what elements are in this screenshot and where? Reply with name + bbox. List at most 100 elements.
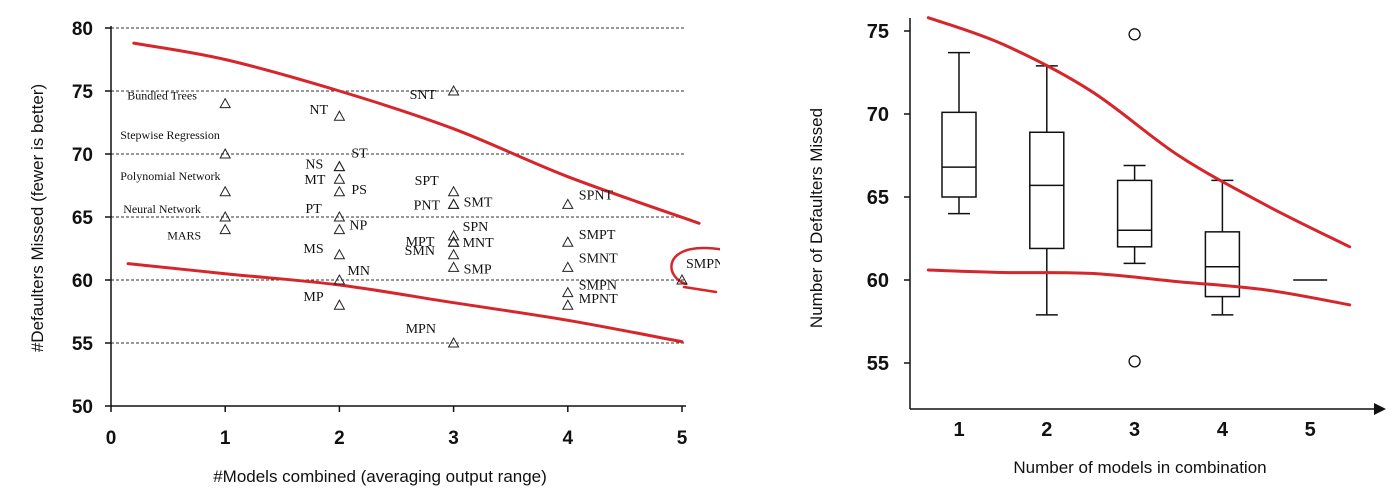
triangle-marker bbox=[333, 110, 346, 121]
y-tick-label: 80 bbox=[72, 19, 93, 40]
triangle-marker bbox=[447, 185, 460, 197]
point-label: MARS bbox=[167, 229, 201, 243]
point-label: MP bbox=[303, 290, 323, 305]
triangle-marker bbox=[219, 147, 232, 159]
outlier-point bbox=[1128, 355, 1141, 368]
triangle-marker bbox=[447, 248, 460, 260]
envelope-curves bbox=[126, 41, 720, 344]
triangle-marker bbox=[333, 173, 346, 184]
lower-envelope-curve bbox=[926, 268, 1352, 307]
right-box-chart: 55 60 65 70 75 1 2 3 4 5 Number of models in com… bbox=[807, 16, 1386, 477]
upper-envelope-curve bbox=[132, 41, 701, 225]
box-plot bbox=[1204, 179, 1241, 316]
x-tick-label: 5 bbox=[677, 428, 688, 449]
envelope-curves bbox=[926, 16, 1352, 307]
triangle-marker bbox=[447, 236, 460, 247]
triangle-marker bbox=[219, 210, 232, 222]
iqr-box bbox=[1204, 231, 1241, 298]
y-tick-label: 70 bbox=[867, 104, 889, 126]
y-tick-label: 55 bbox=[72, 334, 94, 355]
y-tick-label: 75 bbox=[72, 82, 94, 103]
triangle-marker bbox=[333, 299, 346, 310]
triangle-marker bbox=[447, 261, 460, 272]
point-label: ST bbox=[351, 147, 368, 162]
y-tick-label: 55 bbox=[867, 353, 889, 375]
point-label: SMN bbox=[405, 244, 435, 259]
y-axis-label: #Defaulters Missed (fewer is better) bbox=[28, 84, 47, 352]
triangle-marker bbox=[333, 185, 346, 197]
left-scatter-chart: 50 55 60 65 70 75 80 0 1 2 3 4 5 Bundled Trees Stepw… bbox=[28, 19, 720, 486]
x-tick-label: 4 bbox=[1217, 419, 1229, 441]
triangle-marker bbox=[333, 160, 346, 172]
point-labels: Bundled Trees Stepwise Regression Polynomi… bbox=[120, 88, 720, 337]
x-tick-label: 2 bbox=[334, 428, 345, 449]
box-plot bbox=[941, 51, 977, 215]
triangle-marker bbox=[333, 210, 346, 222]
iqr-box bbox=[941, 111, 977, 198]
point-label: MPT bbox=[406, 235, 435, 250]
triangle-marker bbox=[561, 198, 574, 209]
box-plot bbox=[1116, 28, 1153, 368]
triangle-marker bbox=[561, 286, 574, 298]
highlight-circle bbox=[670, 246, 720, 286]
box-plot bbox=[1029, 65, 1065, 316]
x-tick-label: 1 bbox=[220, 428, 231, 449]
iqr-box bbox=[1029, 131, 1065, 250]
point-label: Neural Network bbox=[123, 202, 201, 216]
iqr-box bbox=[1116, 179, 1153, 248]
x-tick-label: 2 bbox=[1041, 419, 1052, 441]
point-label: SMNT bbox=[579, 251, 618, 266]
x-tick-label: 0 bbox=[106, 428, 117, 449]
point-label: NT bbox=[309, 103, 328, 118]
x-axis-label: Number of models in combination bbox=[1013, 458, 1266, 477]
x-axis-label: #Models combined (averaging output range… bbox=[213, 467, 547, 486]
point-label: SNT bbox=[410, 88, 437, 103]
axes bbox=[904, 18, 1386, 415]
point-label: Polynomial Network bbox=[120, 169, 220, 183]
x-tick-label: 3 bbox=[1129, 419, 1140, 441]
point-label: MPN bbox=[406, 322, 436, 337]
triangle-marker bbox=[219, 185, 232, 197]
point-label: SPT bbox=[415, 174, 440, 189]
triangle-marker bbox=[561, 299, 574, 310]
point-label: PT bbox=[305, 202, 322, 217]
point-label: MT bbox=[304, 173, 325, 188]
y-tick-label: 60 bbox=[72, 271, 93, 292]
y-tick-label: 70 bbox=[72, 145, 93, 166]
point-label: SMPN bbox=[579, 279, 617, 294]
x-tick-labels: 1 2 3 4 5 bbox=[953, 419, 1315, 441]
box-plots bbox=[941, 28, 1328, 368]
triangle-marker bbox=[447, 229, 460, 241]
triangle-marker bbox=[219, 97, 232, 109]
point-label: MS bbox=[303, 242, 323, 257]
point-label: MPNT bbox=[579, 292, 618, 307]
highlight-circle-tail bbox=[682, 285, 718, 294]
y-tick-label: 65 bbox=[867, 187, 889, 209]
lower-envelope-curve bbox=[126, 262, 684, 344]
x-tick-label: 4 bbox=[563, 428, 574, 449]
point-label: MNT bbox=[463, 236, 495, 251]
point-label: Bundled Trees bbox=[127, 89, 197, 103]
point-label: SMP bbox=[464, 262, 492, 277]
triangle-marker bbox=[447, 198, 460, 209]
y-tick-label: 75 bbox=[867, 21, 889, 43]
x-tick-label: 5 bbox=[1305, 419, 1316, 441]
triangle-marker bbox=[561, 236, 574, 247]
point-label: SMPT bbox=[579, 228, 616, 243]
triangle-marker bbox=[447, 84, 460, 96]
data-points bbox=[219, 84, 688, 348]
triangle-marker bbox=[561, 261, 574, 272]
point-label: Stepwise Regression bbox=[120, 128, 220, 142]
triangle-marker bbox=[447, 236, 460, 247]
point-label: SPN bbox=[463, 220, 489, 235]
triangle-marker bbox=[333, 273, 346, 285]
x-tick-label: 1 bbox=[953, 419, 964, 441]
y-tick-label: 65 bbox=[72, 208, 94, 229]
x-tick-label: 3 bbox=[448, 428, 459, 449]
y-tick-label: 50 bbox=[72, 397, 93, 418]
upper-envelope-curve bbox=[926, 16, 1352, 249]
y-tick-labels: 55 60 65 70 75 bbox=[867, 21, 889, 375]
point-label: NS bbox=[305, 158, 323, 173]
triangle-marker bbox=[333, 223, 346, 235]
triangle-marker bbox=[676, 273, 688, 285]
